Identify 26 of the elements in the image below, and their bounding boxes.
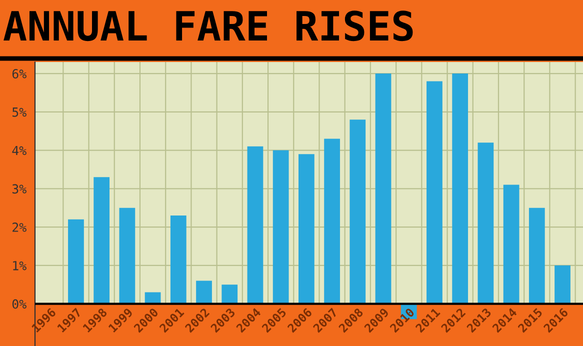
bar xyxy=(426,81,442,304)
y-tick-label: 1% xyxy=(13,261,26,270)
bar xyxy=(222,284,238,304)
bar xyxy=(94,177,110,304)
bar xyxy=(452,74,468,304)
bar xyxy=(272,150,289,304)
y-tick-label: 5% xyxy=(12,108,26,117)
bar xyxy=(247,146,264,304)
bar xyxy=(554,265,570,304)
bar xyxy=(298,154,314,304)
bar xyxy=(350,120,366,304)
chart-title: ANNUAL FARE RISES xyxy=(4,10,413,42)
y-tick-label: 3% xyxy=(12,184,26,194)
y-tick-label: 6% xyxy=(12,69,26,78)
y-tick-label: 0% xyxy=(12,299,26,309)
bar xyxy=(196,280,212,304)
bar xyxy=(375,74,392,304)
bar xyxy=(324,138,340,304)
bar xyxy=(478,142,494,304)
bar xyxy=(119,208,136,304)
bar xyxy=(68,219,84,304)
y-tick-label: 4% xyxy=(12,146,26,156)
bar xyxy=(528,208,545,304)
bar xyxy=(503,184,520,304)
bar xyxy=(170,216,186,304)
y-tick-label: 2% xyxy=(12,222,26,232)
